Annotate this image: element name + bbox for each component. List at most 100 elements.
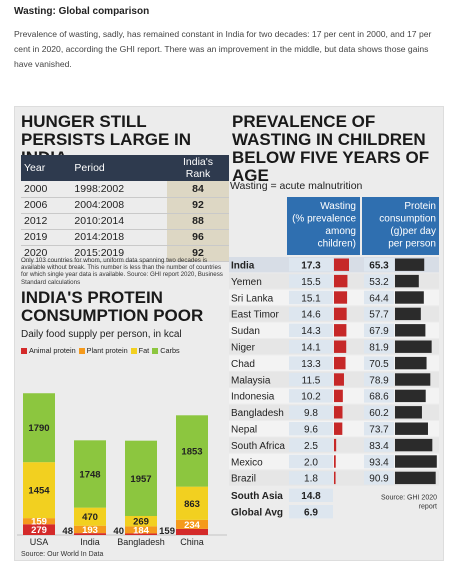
protein-value-label: 184 (133, 525, 150, 536)
protein-value-label: 279 (31, 525, 47, 536)
wasting-bar (334, 356, 346, 370)
ghi-period-cell: 1998:2002 (71, 181, 167, 198)
wasting-bar (334, 307, 347, 321)
protein-bar (395, 307, 421, 321)
wasting-value-cell (289, 307, 333, 321)
protein-bar (395, 340, 432, 353)
protein-value-cell (364, 307, 394, 321)
protein-value-label: 1790 (28, 423, 49, 434)
protein-header-text: consumption (379, 214, 436, 225)
protein-value-label: 159 (31, 517, 47, 528)
protein-value-label: 159 (159, 526, 175, 537)
wasting-header-text: children) (318, 239, 356, 250)
protein-category-label: USA (30, 537, 49, 547)
protein-value-cell (364, 471, 394, 485)
protein-value-cell (364, 290, 394, 305)
protein-value-cell (364, 454, 394, 469)
wasting-definition: Wasting = acute malnutrition (230, 180, 363, 192)
wasting-value-label: 13.3 (301, 359, 321, 370)
protein-bar (395, 356, 427, 370)
protein-value-label: 60.2 (369, 408, 389, 419)
wasting-bar (334, 422, 343, 435)
protein-category-label: China (180, 537, 204, 547)
wasting-value-cell (289, 356, 333, 370)
footer-country-label: Global Avg (231, 508, 283, 519)
country-label: Sudan (231, 326, 260, 337)
protein-legend: Animal protein Plant protein Fat Carbs (21, 346, 183, 355)
protein-bar-segment (74, 440, 106, 508)
protein-value-cell (364, 323, 394, 337)
protein-bar (395, 258, 425, 271)
legend-swatch (130, 348, 137, 355)
wasting-value-cell (289, 405, 333, 419)
legend-swatch (21, 348, 27, 355)
wasting-value-label: 14.3 (301, 326, 321, 337)
wasting-bar (334, 389, 343, 403)
protein-value-label: 1957 (130, 474, 151, 485)
country-label: Bangladesh (231, 408, 284, 419)
ghi-column-header: Year (21, 155, 72, 181)
wasting-value-cell (289, 438, 333, 452)
protein-value-cell (364, 340, 394, 354)
protein-value-cell (364, 356, 394, 370)
protein-chart-subtitle: Daily food supply per person, in kcal (21, 329, 182, 340)
ghi-period-cell: 2010:2014 (71, 213, 167, 230)
protein-bar-segment (125, 533, 157, 535)
ghi-year-cell: 2000 (21, 181, 72, 198)
country-label: Niger (231, 343, 256, 354)
wasting-value-label: 11.5 (302, 375, 321, 386)
wasting-value-label: 9.6 (304, 425, 318, 436)
ghi-table-row: 2012 2010:2014 88 (21, 213, 229, 230)
wasting-title: PREVALENCE OF WASTING IN CHILDREN BELOW … (232, 112, 430, 185)
protein-bar-segment (74, 525, 106, 534)
protein-value-label: 1853 (181, 446, 202, 457)
wasting-value-label: 10.2 (301, 392, 321, 403)
protein-bar-segment (23, 518, 55, 525)
protein-bar (395, 373, 431, 386)
country-label: Malaysia (231, 375, 271, 386)
wasting-value-cell (289, 323, 333, 337)
protein-value-cell (364, 274, 394, 288)
wasting-bar (334, 438, 337, 452)
ghi-rank-cell: 84 (167, 181, 229, 198)
protein-value-label: 93.4 (369, 457, 389, 468)
protein-bar-segment (23, 393, 55, 463)
ghi-column-header: India's Rank (167, 155, 229, 181)
protein-value-label: 78.9 (369, 375, 389, 386)
protein-value-cell (364, 258, 394, 272)
protein-value-label: 81.9 (369, 343, 389, 354)
article-paragraph: Prevalence of wasting, sadly, has remain… (14, 29, 432, 69)
protein-bar (395, 406, 422, 419)
legend-item: Carbs (152, 346, 180, 355)
wasting-value-label: 1.8 (304, 474, 318, 485)
protein-bar (395, 455, 437, 468)
protein-value-label: 863 (184, 499, 200, 510)
protein-value-label: 234 (184, 520, 201, 531)
protein-value-label: 73.7 (369, 425, 389, 436)
protein-value-cell (364, 372, 394, 387)
wasting-value-cell (289, 274, 333, 288)
protein-value-label: 64.4 (369, 293, 389, 304)
wasting-header-cell (287, 197, 360, 255)
protein-value-label: 193 (82, 525, 98, 536)
protein-value-label: 53.2 (369, 277, 389, 288)
country-label: Brazil (231, 474, 256, 485)
protein-header-text: per person (388, 239, 436, 250)
wasting-source: Source: GHI 2020 (381, 495, 437, 502)
ghi-year-cell: 2020 (21, 245, 72, 262)
protein-value-label: 48 (62, 526, 73, 537)
protein-category-label: Bangladesh (117, 537, 165, 547)
wasting-value-cell (289, 422, 333, 436)
country-label: Nepal (231, 425, 257, 436)
protein-bar-segment (176, 486, 208, 520)
protein-bar (395, 324, 426, 337)
ghi-period-cell: 2014:2018 (71, 229, 167, 246)
wasting-value-cell (289, 471, 333, 485)
protein-value-cell (364, 422, 394, 436)
footer-country-label: South Asia (231, 491, 283, 502)
ghi-period-cell: 2015:2019 (71, 245, 167, 262)
legend-label: Carbs (160, 346, 180, 355)
wasting-value-label: 2.0 (304, 457, 318, 468)
protein-header-text: (g)per day (390, 226, 436, 237)
